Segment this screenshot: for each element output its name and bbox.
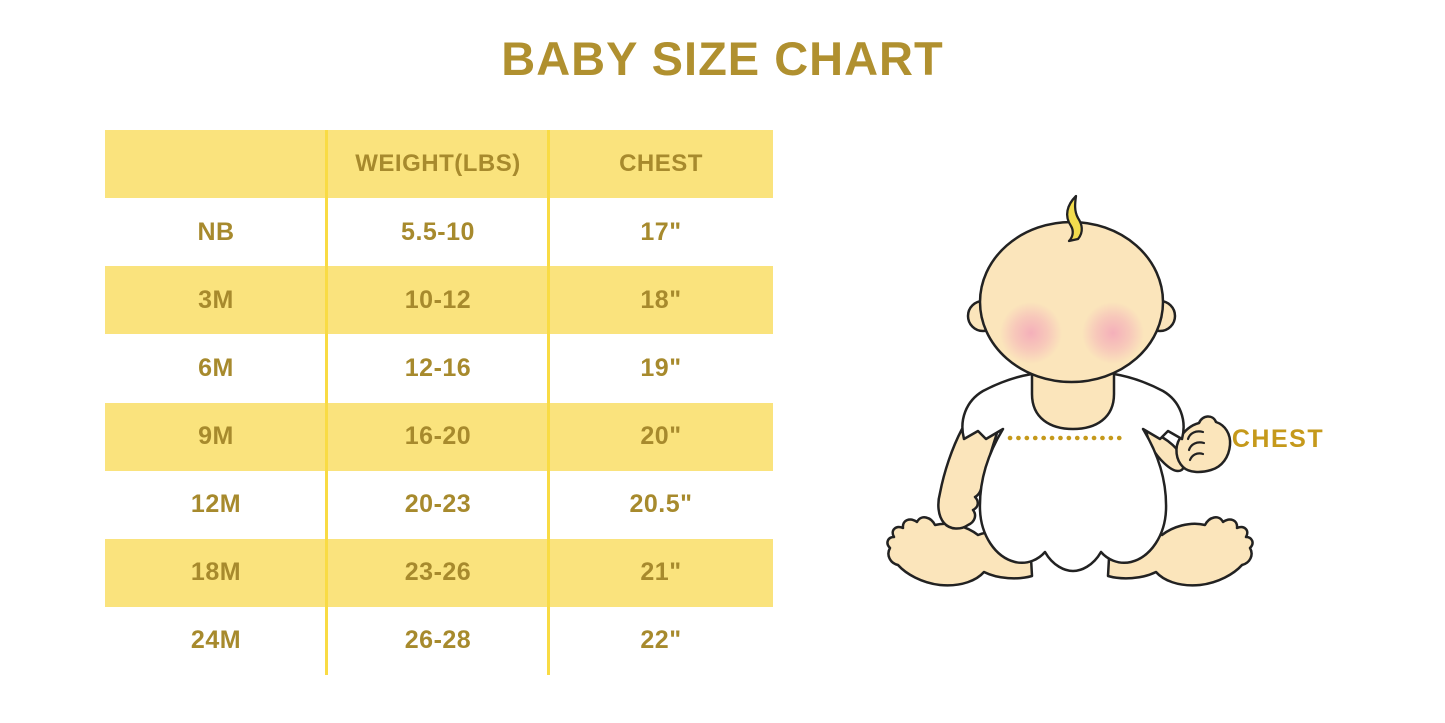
- cell-chest: 17": [640, 217, 682, 246]
- chest-label: CHEST: [1232, 425, 1324, 453]
- table-header-row: WEIGHT(LBS) CHEST: [105, 130, 773, 199]
- baby-right-cheek: [1082, 302, 1144, 364]
- baby-left-cheek: [1000, 302, 1062, 364]
- baby-head: [978, 220, 1165, 384]
- cell-weight: 10-12: [404, 285, 472, 314]
- table-row-nb: NB 5.5-10 17": [105, 198, 773, 266]
- table-row-3m: 3M 10-12 18": [105, 266, 773, 335]
- header-cell-size: [105, 130, 327, 198]
- cell-weight: 23-26: [404, 558, 472, 587]
- page-title: BABY SIZE CHART: [501, 32, 944, 85]
- baby-hair-curl: [1065, 194, 1083, 243]
- baby-illustration: CHEST: [886, 194, 1324, 587]
- header-cell-chest: CHEST: [619, 150, 703, 178]
- table-row-24m: 24M 26-28 22": [105, 607, 773, 675]
- table-row-18m: 18M 23-26 21": [105, 538, 773, 607]
- cell-size: 24M: [190, 626, 242, 655]
- cell-size: NB: [197, 217, 235, 246]
- cell-weight: 12-16: [404, 353, 472, 382]
- cell-weight: 20-23: [404, 490, 472, 519]
- table-row-6m: 6M 12-16 19": [105, 334, 773, 402]
- baby-neck: [1030, 370, 1116, 431]
- size-table: WEIGHT(LBS) CHEST NB 5.5-10 17" 3M 10-12…: [105, 130, 773, 675]
- table-row-12m: 12M 20-23 20.5": [105, 471, 773, 539]
- table-column-divider: [547, 130, 550, 675]
- cell-weight: 5.5-10: [401, 217, 475, 246]
- cell-chest: 22": [640, 626, 682, 655]
- table-row-9m: 9M 16-20 20": [105, 402, 773, 471]
- cell-chest: 21": [640, 558, 682, 587]
- cell-size: 18M: [190, 558, 242, 587]
- header-cell-weight: WEIGHT(LBS): [355, 150, 521, 178]
- cell-chest: 20.5": [629, 490, 693, 519]
- table-column-divider: [325, 130, 328, 675]
- cell-size: 6M: [198, 353, 234, 382]
- cell-weight: 26-28: [404, 626, 472, 655]
- cell-size: 3M: [198, 285, 234, 314]
- cell-chest: 20": [640, 422, 682, 451]
- baby-fist-finger-lines: [1186, 430, 1206, 462]
- cell-chest: 18": [640, 285, 682, 314]
- cell-size: 12M: [190, 490, 242, 519]
- cell-chest: 19": [640, 353, 682, 382]
- cell-size: 9M: [198, 422, 234, 451]
- cell-weight: 16-20: [404, 422, 472, 451]
